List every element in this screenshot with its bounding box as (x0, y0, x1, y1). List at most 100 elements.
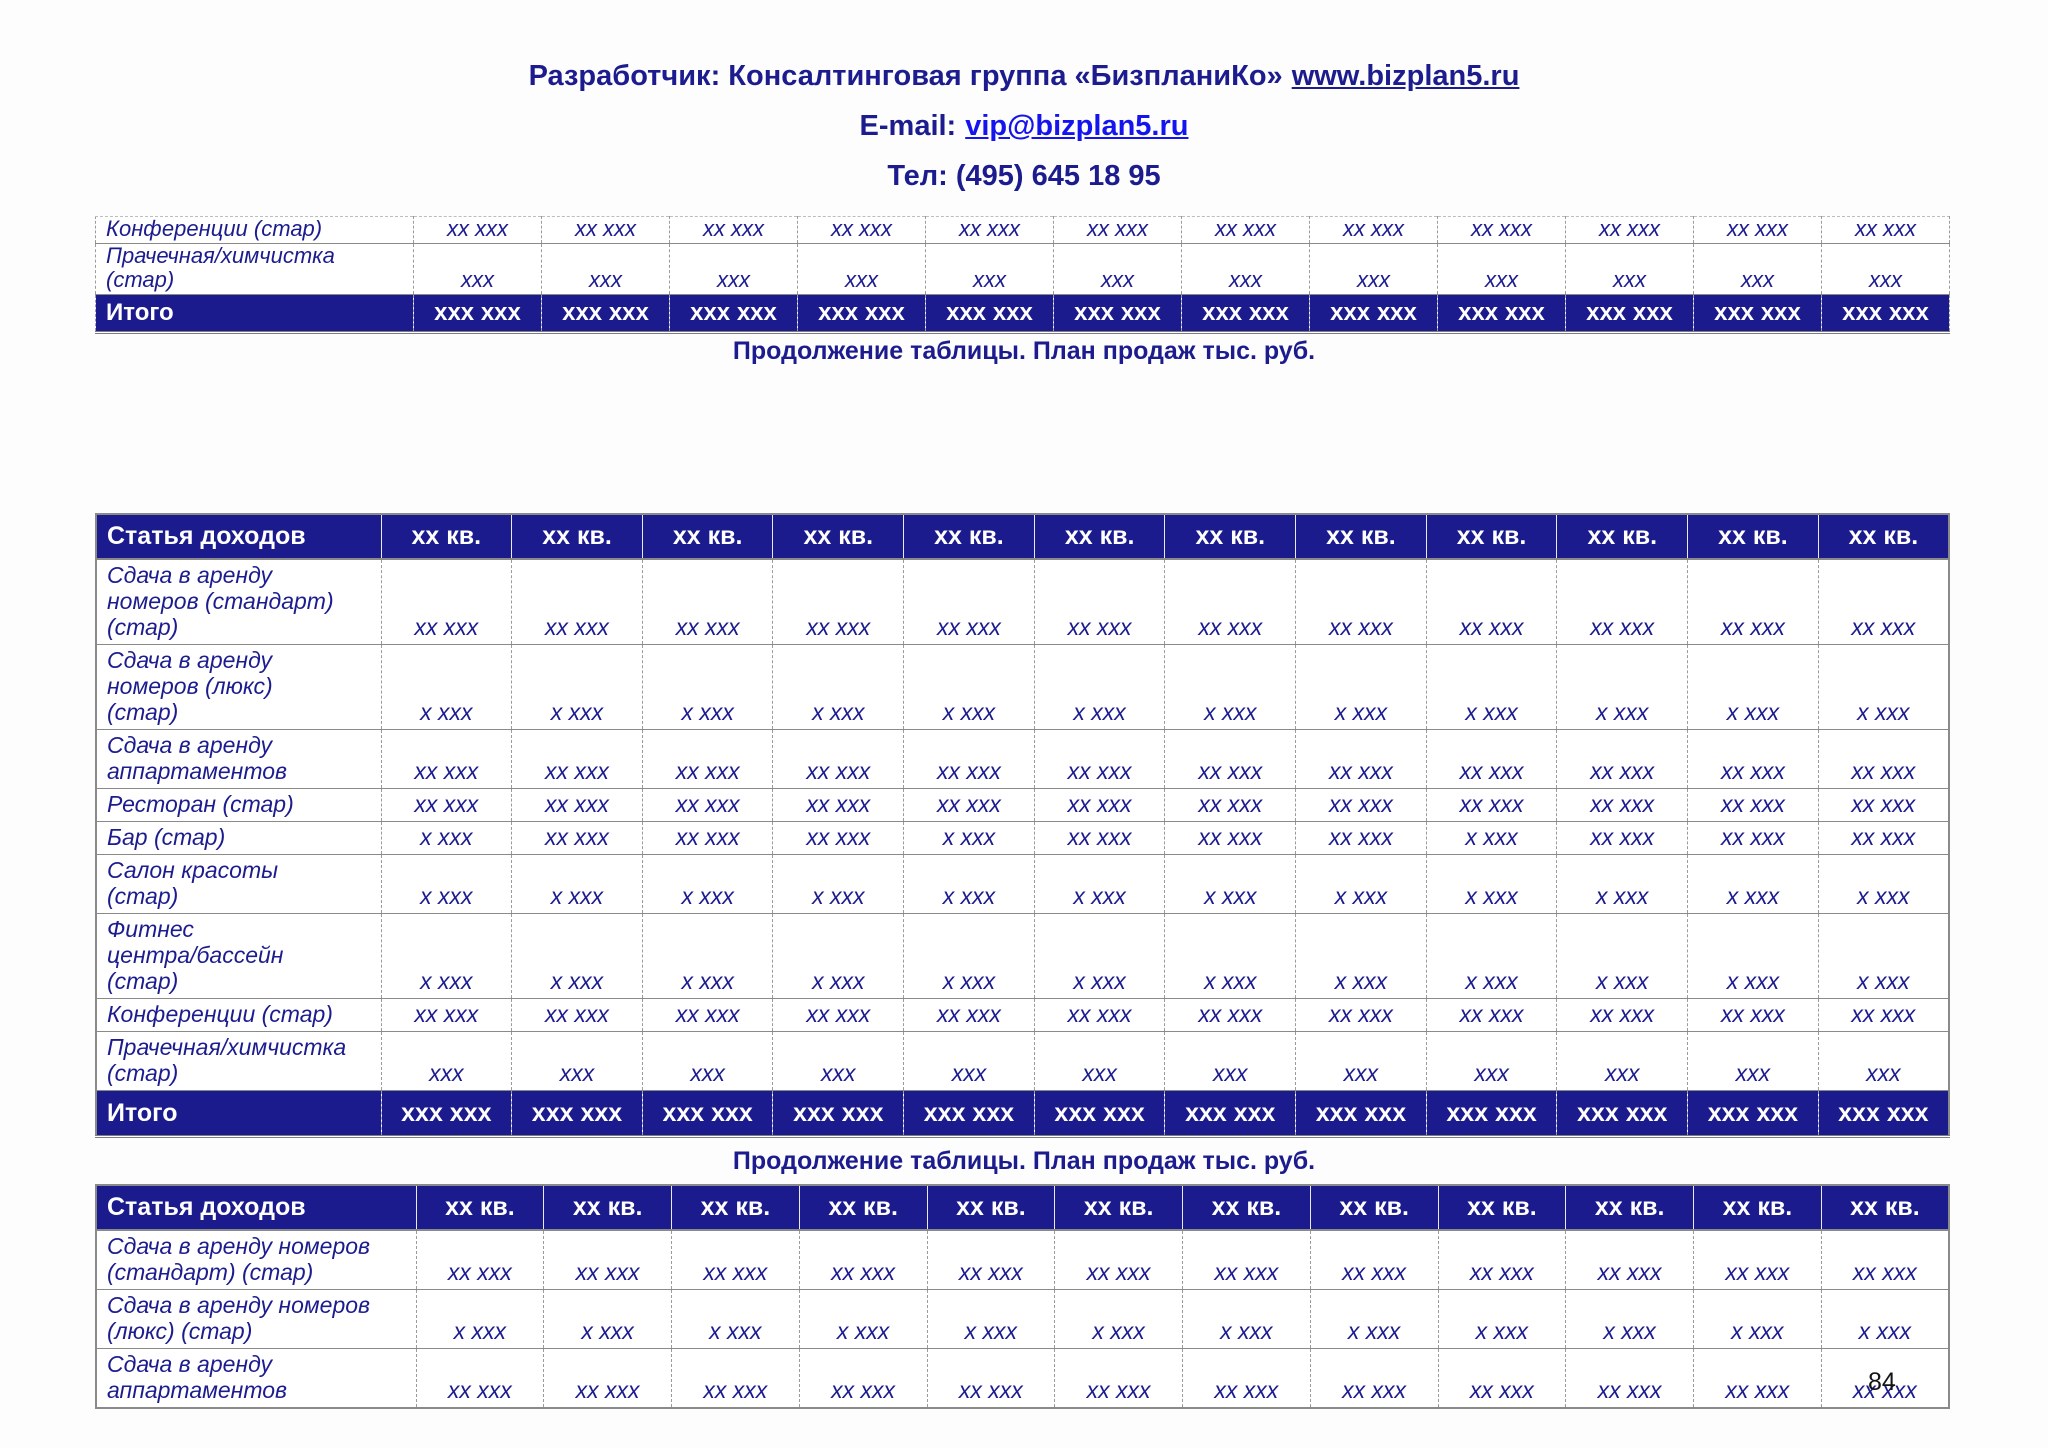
value-cell: х ххх (380, 821, 512, 855)
quarter-column-header: хх кв. (380, 514, 512, 560)
total-value-cell: ххх ххх (413, 294, 542, 334)
value-cell: х ххх (511, 644, 643, 730)
value-cell: ххх (380, 1031, 512, 1091)
income-row: Салон красоты (стар) х ххх х ххх х ххх х ххх… (96, 854, 1949, 914)
income-column-header: Статья доходов (96, 514, 381, 560)
total-value-cell: ххх ххх (1164, 1090, 1296, 1138)
income-row: Сдача в аренду номеров (люкс) (стар) х хх… (96, 644, 1949, 730)
table-header-row: Статья доходов хх кв. хх кв. хх кв. хх кв. хх… (96, 1185, 1949, 1231)
quarter-column-header: хх кв. (1565, 1185, 1694, 1231)
income-item-label: Прачечная/химчистка (стар) (95, 243, 414, 295)
value-cell: х ххх (903, 854, 1035, 914)
value-cell: хх ххх (1425, 788, 1557, 822)
sales-plan-table-bottom: Статья доходов хх кв. хх кв. хх кв. хх кв. хх… (95, 1184, 1950, 1409)
table-caption-2: Продолжение таблицы. План продаж тыс. ру… (732, 1147, 1316, 1175)
income-item-label: Ресторан (стар) (96, 788, 381, 822)
quarter-column-header: хх кв. (1687, 514, 1819, 560)
value-cell: хх ххх (925, 216, 1054, 244)
value-cell: хх ххх (1565, 216, 1694, 244)
quarter-column-header: хх кв. (415, 1185, 544, 1231)
total-value-cell: ххх ххх (1425, 1090, 1557, 1138)
value-cell: ххх (1556, 1031, 1688, 1091)
value-cell: хх ххх (1556, 998, 1688, 1032)
quarter-column-header: хх кв. (1182, 1185, 1311, 1231)
income-column-header: Статья доходов (96, 1185, 416, 1231)
income-row: Конференции (стар) хх ххх хх ххх хх ххх хх х… (96, 998, 1949, 1032)
value-cell: хх ххх (1821, 216, 1950, 244)
quarter-column-header: хх кв. (1295, 514, 1427, 560)
quarter-column-header: хх кв. (1164, 514, 1296, 560)
value-cell: хх ххх (1817, 998, 1949, 1032)
email-link[interactable]: vip@bizplan5.ru (965, 110, 1189, 142)
income-item-label: Сдача в аренду номеров (стандарт) (стар) (96, 1230, 416, 1290)
income-row: Сдача в аренду номеров (люкс) (стар) х хх… (96, 1289, 1949, 1349)
value-cell: ххх (797, 243, 926, 295)
value-cell: хх ххх (772, 998, 904, 1032)
value-cell: хх ххх (1295, 998, 1427, 1032)
quarter-column-header: хх кв. (772, 514, 904, 560)
value-cell: хх ххх (415, 1230, 544, 1290)
value-cell: хх ххх (1565, 1230, 1694, 1290)
value-cell: ххх (1437, 243, 1566, 295)
value-cell: х ххх (543, 1289, 672, 1349)
income-row: Фитнес центра/бассейн (стар) х ххх х ххх х … (96, 913, 1949, 999)
value-cell: х ххх (1033, 913, 1165, 999)
value-cell: х ххх (903, 913, 1035, 999)
value-cell: ххх (1687, 1031, 1819, 1091)
value-cell: х ххх (1556, 644, 1688, 730)
value-cell: х ххх (1182, 1289, 1311, 1349)
value-cell: хх ххх (1556, 729, 1688, 789)
value-cell: хх ххх (641, 821, 773, 855)
value-cell: х ххх (1295, 644, 1427, 730)
value-cell: хх ххх (380, 559, 512, 645)
developer-text: Разработчик: Консалтинговая группа «Бизп… (528, 60, 1283, 92)
value-cell: хх ххх (641, 788, 773, 822)
income-item-label: Сдача в аренду номеров (люкс) (стар) (96, 1289, 416, 1349)
value-cell: хх ххх (1687, 788, 1819, 822)
value-cell: ххх (925, 243, 1054, 295)
quarter-column-header: хх кв. (1425, 514, 1557, 560)
value-cell: хх ххх (1425, 998, 1557, 1032)
value-cell: хх ххх (926, 1348, 1055, 1409)
value-cell: хх ххх (1556, 559, 1688, 645)
developer-line: Разработчик: Консалтинговая группа «Бизп… (0, 58, 2048, 94)
value-cell: хх ххх (903, 729, 1035, 789)
value-cell: х ххх (511, 854, 643, 914)
value-cell: ххх (413, 243, 542, 295)
value-cell: хх ххх (1295, 729, 1427, 789)
value-cell: хх ххх (1425, 559, 1557, 645)
income-row: Ресторан (стар) хх ххх хх ххх хх ххх хх ххх х… (96, 788, 1949, 822)
total-row-label: Итого (95, 294, 414, 334)
total-value-cell: ххх ххх (1181, 294, 1310, 334)
value-cell: хх ххх (1182, 1348, 1311, 1409)
email-label: E-mail: (859, 110, 957, 142)
value-cell: х ххх (1687, 854, 1819, 914)
value-cell: хх ххх (1309, 1348, 1438, 1409)
value-cell: х ххх (1817, 913, 1949, 999)
value-cell: ххх (511, 1031, 643, 1091)
income-row: Сдача в аренду аппартаментов хх ххх хх ххх… (96, 729, 1949, 789)
value-cell: х ххх (1164, 644, 1296, 730)
value-cell: хх ххх (511, 788, 643, 822)
income-item-label: Салон красоты (стар) (96, 854, 381, 914)
total-value-cell: ххх ххх (541, 294, 670, 334)
page-number: 84 (1868, 1368, 1896, 1396)
value-cell: х ххх (1425, 644, 1557, 730)
value-cell: хх ххх (1437, 1348, 1566, 1409)
value-cell: ххх (1164, 1031, 1296, 1091)
total-row-label: Итого (95, 1090, 381, 1138)
value-cell: х ххх (671, 1289, 800, 1349)
value-cell: х ххх (1033, 854, 1165, 914)
sales-plan-table-main: Статья доходов хх кв. хх кв. хх кв. хх кв. хх… (95, 513, 1950, 1138)
income-item-label: Бар (стар) (96, 821, 381, 855)
quarter-column-header: хх кв. (511, 514, 643, 560)
quarter-column-header: хх кв. (1309, 1185, 1438, 1231)
value-cell: х ххх (380, 644, 512, 730)
value-cell: хх ххх (1053, 216, 1182, 244)
value-cell: х ххх (772, 854, 904, 914)
total-value-cell: ххх ххх (1821, 294, 1950, 334)
website-link[interactable]: www.bizplan5.ru (1291, 60, 1520, 92)
quarter-column-header: хх кв. (543, 1185, 672, 1231)
value-cell: хх ххх (1295, 559, 1427, 645)
value-cell: хх ххх (798, 1230, 927, 1290)
